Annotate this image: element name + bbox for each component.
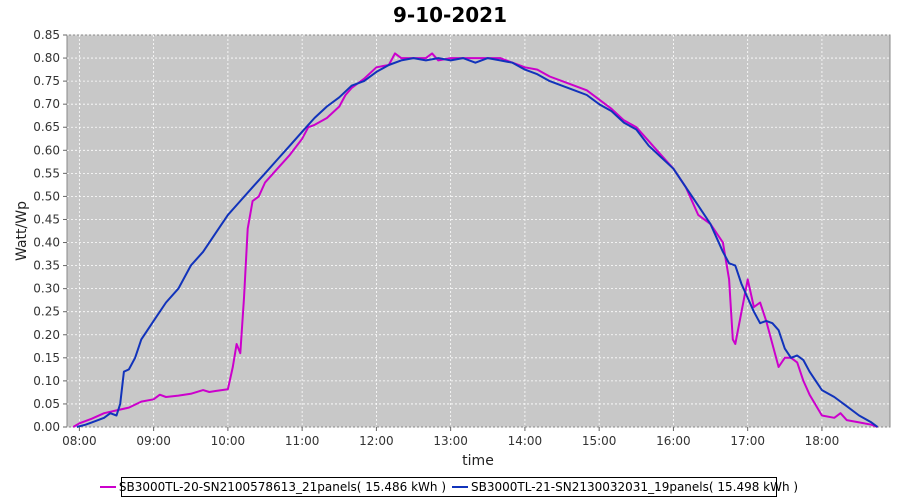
x-tick-label: 17:00: [730, 434, 765, 448]
axis-ticks: 0.00 0.05 0.10 0.15 0.20 0.25 0.30 0.35 0.40 0.45…: [33, 28, 839, 448]
legend-swatch-blue: [452, 486, 468, 488]
x-tick-label: 15:00: [582, 434, 617, 448]
legend-label: SB3000TL-21-SN2130032031_19panels( 15.49…: [471, 480, 799, 494]
x-tick-label: 18:00: [805, 434, 840, 448]
chart-title: 9-10-2021: [392, 3, 507, 27]
legend-item-series-2: SB3000TL-21-SN2130032031_19panels( 15.49…: [452, 480, 798, 494]
y-tick-label: 0.10: [33, 374, 60, 388]
x-tick-label: 08:00: [62, 434, 97, 448]
x-tick-label: 10:00: [211, 434, 246, 448]
y-tick-label: 0.00: [33, 420, 60, 434]
y-tick-label: 0.05: [33, 397, 60, 411]
y-tick-label: 0.35: [33, 259, 60, 273]
y-tick-label: 0.25: [33, 305, 60, 319]
y-tick-label: 0.75: [33, 74, 60, 88]
y-tick-label: 0.80: [33, 51, 60, 65]
y-tick-label: 0.15: [33, 351, 60, 365]
legend-item-series-1: SB3000TL-20-SN2100578613_21panels( 15.48…: [99, 480, 446, 494]
y-tick-label: 0.65: [33, 120, 60, 134]
series-lines: [72, 52, 879, 428]
y-tick-label: 0.50: [33, 189, 60, 203]
y-tick-label: 0.45: [33, 212, 60, 226]
plot-background: [66, 34, 891, 428]
x-tick-label: 12:00: [359, 434, 394, 448]
y-tick-label: 0.70: [33, 97, 60, 111]
y-tick-label: 0.85: [33, 28, 60, 42]
x-tick-label: 16:00: [656, 434, 691, 448]
y-tick-label: 0.20: [33, 328, 60, 342]
y-tick-label: 0.55: [33, 166, 60, 180]
x-tick-label: 14:00: [508, 434, 543, 448]
grid-lines: [67, 34, 890, 428]
y-axis-label: Watt/Wp: [14, 201, 30, 261]
x-tick-label: 09:00: [136, 434, 171, 448]
x-axis-label: time: [462, 453, 494, 469]
legend-label: SB3000TL-20-SN2100578613_21panels( 15.48…: [118, 480, 446, 494]
legend-swatch-magenta: [99, 486, 116, 488]
y-tick-label: 0.40: [33, 236, 60, 250]
y-tick-label: 0.30: [33, 282, 60, 296]
legend: SB3000TL-20-SN2100578613_21panels( 15.48…: [99, 477, 798, 497]
y-tick-label: 0.60: [33, 143, 60, 157]
x-tick-label: 11:00: [285, 434, 320, 448]
series-line-2: [76, 57, 879, 428]
x-tick-label: 13:00: [433, 434, 468, 448]
